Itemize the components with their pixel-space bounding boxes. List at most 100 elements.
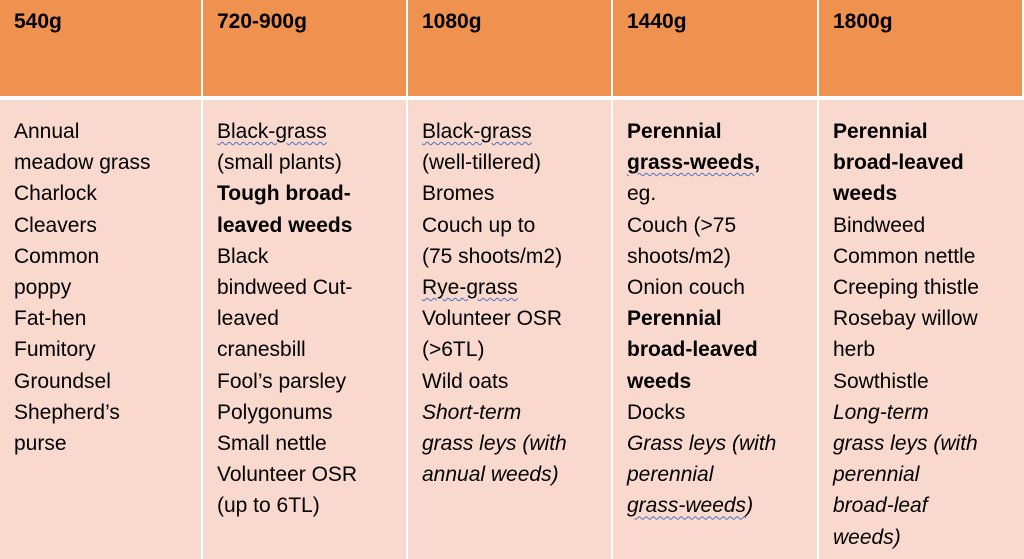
weed-text: weeds bbox=[833, 182, 898, 206]
weed-text: Short-term bbox=[422, 400, 522, 424]
body-cell-1080g: Black-grass (well-tillered) Bromes Couch up… bbox=[408, 100, 613, 559]
weed-text: Small nettle bbox=[217, 432, 327, 456]
weed-text: Grass leys (with bbox=[627, 432, 777, 456]
header-label: 540g bbox=[14, 10, 62, 33]
weed-line: Black-grass bbox=[217, 116, 396, 147]
weed-text: perennial bbox=[627, 463, 714, 487]
weed-text: Annual bbox=[14, 120, 80, 143]
weed-line: Volunteer OSR bbox=[422, 303, 601, 334]
weed-text: Long-term bbox=[833, 400, 929, 424]
weed-line: Perennial bbox=[627, 116, 807, 147]
weed-line: Annual bbox=[14, 116, 191, 147]
weed-line: Shepherd’s bbox=[14, 397, 191, 428]
weed-line: Onion couch bbox=[627, 272, 807, 303]
weed-line: Perennial bbox=[627, 303, 807, 334]
weed-text: Rosebay willow bbox=[833, 307, 978, 331]
weed-line: Black-grass bbox=[422, 116, 601, 147]
weed-text: broad-leaved bbox=[627, 338, 758, 362]
weed-line: herb bbox=[833, 334, 1014, 365]
weed-text: (>6TL) bbox=[422, 338, 485, 362]
weed-text: purse bbox=[14, 432, 67, 456]
weed-text: bindweed Cut- bbox=[217, 276, 353, 300]
weed-line: Rosebay willow bbox=[833, 303, 1014, 334]
weed-line: Common bbox=[14, 241, 191, 272]
weed-line: (75 shoots/m2) bbox=[422, 241, 601, 272]
weed-line: Fumitory bbox=[14, 334, 191, 365]
weed-line: Groundsel bbox=[14, 366, 191, 397]
weed-text: Black-grass bbox=[422, 120, 532, 143]
weed-text: leaved bbox=[217, 307, 279, 331]
weed-text: weeds) bbox=[833, 525, 901, 549]
weed-line: Creeping thistle bbox=[833, 272, 1014, 303]
weed-text: Bindweed bbox=[833, 213, 926, 237]
weed-line: Common nettle bbox=[833, 241, 1014, 272]
weed-text: Shepherd’s bbox=[14, 400, 120, 424]
weed-text: Fat-hen bbox=[14, 307, 87, 331]
weed-text: Black bbox=[217, 244, 269, 268]
weed-line: Black bbox=[217, 241, 396, 272]
weed-line: Cleavers bbox=[14, 210, 191, 241]
weed-line: purse bbox=[14, 428, 191, 459]
weed-line: Small nettle bbox=[217, 428, 396, 459]
weed-text: broad-leaf bbox=[833, 494, 928, 518]
body-cell-720-900g: Black-grass (small plants) Tough broad-lea… bbox=[203, 100, 408, 559]
weed-text: Creeping thistle bbox=[833, 276, 979, 300]
weed-text: Polygonums bbox=[217, 400, 333, 424]
weed-text: grass leys (with bbox=[833, 432, 978, 456]
weed-line: leaved bbox=[217, 303, 396, 334]
weed-text: broad-leaved bbox=[833, 151, 964, 175]
weed-text: Bromes bbox=[422, 182, 495, 206]
weed-line: Couch (>75 bbox=[627, 210, 807, 241]
weed-line: shoots/m2) bbox=[627, 241, 807, 272]
weed-line: (>6TL) bbox=[422, 334, 601, 365]
weed-text: shoots/m2) bbox=[627, 244, 731, 268]
header-label: 1800g bbox=[833, 10, 893, 33]
weed-line: (well-tillered) bbox=[422, 147, 601, 178]
weed-line: broad-leaved bbox=[833, 147, 1014, 178]
weed-line: grass-weeds, bbox=[627, 147, 807, 178]
weed-text: Onion couch bbox=[627, 276, 745, 300]
weed-text: Cleavers bbox=[14, 213, 97, 237]
weed-line: Fat-hen bbox=[14, 303, 191, 334]
weed-text: herb bbox=[833, 338, 876, 362]
header-label: 1440g bbox=[627, 10, 687, 33]
weed-line: Short-term bbox=[422, 397, 601, 428]
weed-line: annual weeds) bbox=[422, 459, 601, 490]
header-label: 1080g bbox=[422, 10, 482, 33]
weed-text: Volunteer OSR bbox=[217, 463, 358, 487]
weed-text-suffix: , bbox=[754, 151, 761, 175]
weed-text-suffix: ) bbox=[746, 494, 754, 518]
weed-line: perennial bbox=[627, 459, 807, 490]
weed-text: eg. bbox=[627, 182, 657, 206]
weed-line: Long-term bbox=[833, 397, 1014, 428]
weed-text: (up to 6TL) bbox=[217, 494, 320, 518]
weed-text: Perennial bbox=[627, 307, 722, 331]
weed-text: Black-grass bbox=[217, 120, 327, 143]
weed-line: Tough broad- bbox=[217, 178, 396, 209]
weed-text: Groundsel bbox=[14, 369, 111, 393]
weed-text: (small plants) bbox=[217, 151, 342, 175]
weed-line: poppy bbox=[14, 272, 191, 303]
weed-text: meadow grass bbox=[14, 151, 151, 175]
weed-text: Volunteer OSR bbox=[422, 307, 563, 331]
weed-line: weeds bbox=[833, 178, 1014, 209]
header-cell-1080g: 1080g bbox=[408, 0, 613, 100]
weed-text: Tough broad- bbox=[217, 182, 351, 206]
weed-line: Grass leys (with bbox=[627, 428, 807, 459]
weed-line: Bindweed bbox=[833, 210, 1014, 241]
weed-text: Fool’s parsley bbox=[217, 369, 347, 393]
body-cell-1800g: Perennial broad-leaved weeds Bindweed Common… bbox=[819, 100, 1024, 559]
weed-text: Perennial bbox=[833, 120, 928, 143]
weed-line: grass leys (with bbox=[833, 428, 1014, 459]
weed-line: cranesbill bbox=[217, 334, 396, 365]
weed-line: Couch up to bbox=[422, 210, 601, 241]
weed-line: weeds) bbox=[833, 522, 1014, 553]
weed-text: Sowthistle bbox=[833, 369, 929, 393]
weed-line: Polygonums bbox=[217, 397, 396, 428]
weed-text: Perennial bbox=[627, 120, 722, 143]
body-cell-1440g: Perennial grass-weeds, eg. Couch (>75 shoots… bbox=[613, 100, 819, 559]
header-cell-720-900g: 720-900g bbox=[203, 0, 408, 100]
weed-line: Fool’s parsley bbox=[217, 366, 396, 397]
weed-line: Rye-grass bbox=[422, 272, 601, 303]
weed-line: bindweed Cut- bbox=[217, 272, 396, 303]
